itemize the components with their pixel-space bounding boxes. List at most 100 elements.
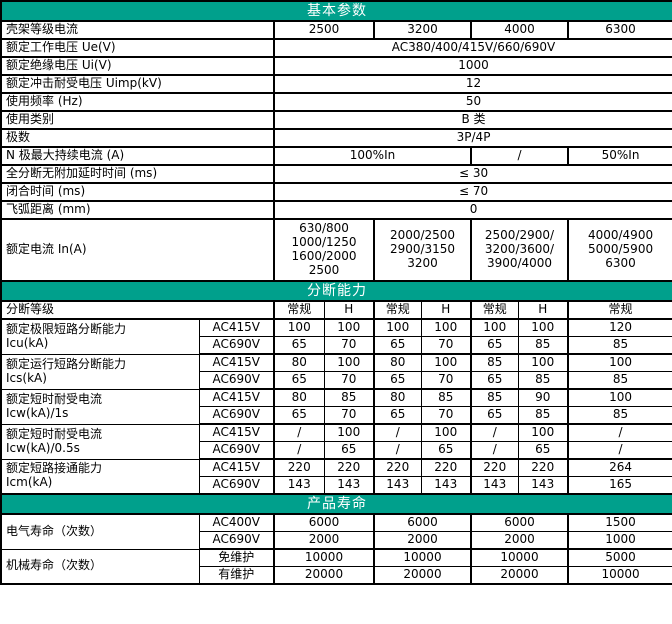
row-sublabel: AC415V [198, 318, 275, 337]
value-cell: 80 [273, 353, 325, 372]
value-cell: 4000 [470, 20, 569, 40]
col-header: 常规 [566, 300, 672, 320]
section-header-breaking: 分断能力 [0, 280, 672, 302]
value-cell: 1000 [272, 56, 672, 76]
row-label: 额定冲击耐受电压 Uimp(kV) [0, 74, 275, 94]
value-cell: 2000 [373, 531, 472, 550]
value-cell: 165 [566, 476, 672, 495]
table-row: 额定绝缘电压 Ui(V) 1000 [0, 56, 672, 76]
value-cell: 85 [517, 336, 569, 355]
value-cell: 65 [517, 441, 569, 460]
value-cell: 20000 [373, 566, 472, 585]
section-header-basic: 基本参数 [0, 0, 672, 22]
value-cell: / [566, 423, 672, 442]
value-cell: 70 [323, 406, 375, 425]
row-label: 额定电流 In(A) [0, 218, 275, 282]
spec-table: 基本参数 壳架等级电流 2500 3200 4000 6300 额定工作电压 U… [0, 0, 672, 585]
value-cell: 630/800 1000/1250 1600/2000 2500 [273, 218, 375, 282]
value-cell: 6000 [470, 513, 569, 532]
value-cell: 20000 [470, 566, 569, 585]
value-cell: 80 [373, 388, 422, 407]
value-cell: 143 [273, 476, 325, 495]
value-cell: 3200 [373, 20, 472, 40]
value-cell: 220 [273, 458, 325, 477]
value-cell: 100 [323, 353, 375, 372]
row-label: 额定短路接通能力 Icm(kA) [0, 458, 200, 495]
row-sublabel: AC690V [198, 531, 275, 550]
table-row: 额定电流 In(A) 630/800 1000/1250 1600/2000 2… [0, 218, 672, 282]
value-cell: 65 [273, 336, 325, 355]
value-cell: 80 [273, 388, 325, 407]
row-label: 极数 [0, 128, 275, 148]
value-cell: 10000 [470, 548, 569, 567]
value-cell: 85 [566, 371, 672, 390]
table-row: 闭合时间 (ms) ≤ 70 [0, 182, 672, 202]
value-cell: 100 [420, 423, 472, 442]
value-cell: 1500 [566, 513, 672, 532]
value-cell: 2000 [273, 531, 375, 550]
value-cell: 85 [323, 388, 375, 407]
row-sublabel: 免维护 [198, 548, 275, 567]
value-cell: 70 [420, 406, 472, 425]
value-cell: 90 [517, 388, 569, 407]
value-cell: 50%In [566, 146, 672, 166]
value-cell: 100 [420, 318, 472, 337]
row-label: 额定工作电压 Ue(V) [0, 38, 275, 58]
value-cell: 6300 [566, 20, 672, 40]
value-cell: 100 [273, 318, 325, 337]
row-sublabel: AC415V [198, 458, 275, 477]
row-label: N 极最大持续电流 (A) [0, 146, 275, 166]
row-label: 使用类别 [0, 110, 275, 130]
table-row: 飞弧距离 (mm) 0 [0, 200, 672, 220]
value-cell: 65 [273, 371, 325, 390]
value-cell: ≤ 70 [272, 182, 672, 202]
value-cell: / [273, 441, 325, 460]
row-label: 电气寿命（次数） [0, 513, 200, 550]
col-header: 常规 [273, 300, 325, 320]
row-sublabel: 有维护 [198, 566, 275, 585]
value-cell: 143 [373, 476, 422, 495]
table-row: 使用类别 B 类 [0, 110, 672, 130]
table-row: 电气寿命（次数） AC400V 6000 6000 6000 1500 [0, 513, 672, 550]
value-cell: 50 [272, 92, 672, 112]
row-sublabel: AC400V [198, 513, 275, 532]
value-cell: 4000/4900 5000/5900 6300 [566, 218, 672, 282]
row-label: 飞弧距离 (mm) [0, 200, 275, 220]
table-row: 全分断无附加延时时间 (ms) ≤ 30 [0, 164, 672, 184]
row-sublabel: AC690V [198, 371, 275, 390]
value-cell: 65 [420, 441, 472, 460]
table-row: 额定冲击耐受电压 Uimp(kV) 12 [0, 74, 672, 94]
value-cell: 100 [420, 353, 472, 372]
table-row: 壳架等级电流 2500 3200 4000 6300 [0, 20, 672, 40]
value-cell: 100 [566, 388, 672, 407]
value-cell: 70 [323, 336, 375, 355]
value-cell: 220 [517, 458, 569, 477]
value-cell: / [373, 423, 422, 442]
table-row: 额定运行短路分断能力 Ics(kA) AC415V 80 100 80 100 … [0, 353, 672, 390]
value-cell: 6000 [273, 513, 375, 532]
value-cell: 65 [470, 406, 519, 425]
value-cell: 6000 [373, 513, 472, 532]
row-label: 闭合时间 (ms) [0, 182, 275, 202]
table-row: AC690V 65 70 65 70 65 85 85 [1, 406, 672, 425]
value-cell: AC380/400/415V/660/690V [272, 38, 672, 58]
row-label: 额定极限短路分断能力 Icu(kA) [0, 318, 200, 355]
value-cell: 220 [420, 458, 472, 477]
row-label: 分断等级 [0, 300, 275, 320]
value-cell: B 类 [272, 110, 672, 130]
value-cell: 143 [517, 476, 569, 495]
table-row: 分断等级 常规 H 常规 H 常规 H 常规 [0, 300, 672, 320]
col-header: H [517, 300, 569, 320]
value-cell: 12 [272, 74, 672, 94]
value-cell: 85 [566, 336, 672, 355]
table-row: AC690V 65 70 65 70 65 85 85 [1, 371, 672, 390]
value-cell: 85 [517, 406, 569, 425]
row-label: 额定运行短路分断能力 Ics(kA) [0, 353, 200, 390]
row-label: 壳架等级电流 [0, 20, 275, 40]
value-cell: 100 [373, 318, 422, 337]
row-label: 机械寿命（次数） [0, 548, 200, 585]
row-sublabel: AC415V [198, 353, 275, 372]
value-cell: 100 [323, 318, 375, 337]
table-row: 极数 3P/4P [0, 128, 672, 148]
table-row: 额定短时耐受电流 Icw(kA)/0.5s AC415V / 100 / 100… [0, 423, 672, 460]
